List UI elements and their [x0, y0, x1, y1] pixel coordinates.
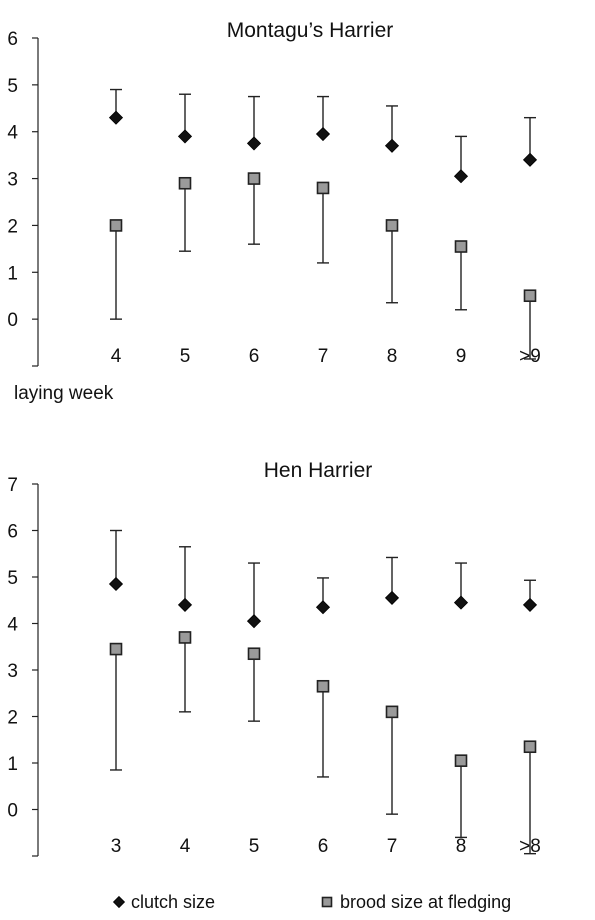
- y-tick-label: 3: [7, 170, 18, 191]
- brood-size-point: [247, 647, 261, 661]
- brood-size-point: [523, 740, 537, 754]
- y-tick-label: 2: [7, 216, 18, 237]
- chart-title: Montagu’s Harrier: [227, 19, 394, 42]
- y-tick-label: 6: [7, 522, 18, 543]
- clutch-size-point: [108, 576, 124, 592]
- y-tick-label: 1: [7, 754, 18, 775]
- legend-brood-size-marker: [321, 896, 333, 908]
- y-tick-label: 0: [7, 310, 18, 331]
- y-tick-label: 5: [7, 568, 18, 589]
- brood-size-point: [385, 219, 399, 232]
- x-tick-label: 4: [180, 836, 191, 857]
- clutch-size-point: [177, 597, 193, 612]
- brood-size-point: [247, 172, 261, 185]
- brood-size-point: [316, 181, 330, 195]
- clutch-size-point: [315, 126, 331, 142]
- brood-size-point: [454, 240, 468, 253]
- y-tick-label: 2: [7, 708, 18, 729]
- clutch-size-point: [522, 152, 538, 167]
- x-tick-label: 4: [111, 346, 122, 367]
- clutch-size-point: [315, 600, 331, 615]
- legend-clutch-size-marker: [112, 895, 126, 909]
- y-tick-label: 7: [7, 475, 18, 496]
- brood-size-point: [109, 219, 123, 232]
- y-tick-label: 1: [7, 263, 18, 284]
- x-tick-label: 3: [111, 836, 122, 857]
- clutch-size-point: [246, 614, 262, 629]
- y-tick-label: 3: [7, 661, 18, 682]
- clutch-size-point: [177, 129, 193, 144]
- x-tick-label: 5: [249, 836, 260, 857]
- clutch-size-point: [453, 595, 469, 610]
- legend-label: brood size at fledging: [340, 892, 511, 912]
- clutch-size-point: [108, 110, 124, 125]
- clutch-size-point: [522, 597, 538, 612]
- brood-size-point: [178, 631, 192, 644]
- brood-size-point: [385, 705, 399, 719]
- brood-size-point: [523, 289, 537, 303]
- y-tick-label: 6: [7, 29, 18, 50]
- clutch-size-point: [384, 590, 400, 605]
- x-tick-label: 7: [387, 836, 398, 857]
- x-tick-label: 6: [249, 346, 260, 367]
- brood-size-point: [454, 754, 468, 767]
- x-tick-label: 5: [180, 346, 191, 367]
- brood-size-point: [109, 642, 123, 656]
- x-tick-label: 8: [456, 836, 467, 857]
- y-tick-label: 0: [7, 801, 18, 822]
- x-tick-label: 8: [387, 346, 398, 367]
- legend-label: clutch size: [131, 892, 215, 912]
- brood-size-point: [316, 679, 330, 693]
- x-axis-label: laying week: [14, 383, 114, 404]
- x-tick-label: 6: [318, 836, 329, 857]
- legend: clutch size brood size at fledging: [112, 892, 511, 912]
- clutch-size-point: [384, 138, 400, 153]
- brood-size-point: [178, 176, 192, 190]
- x-tick-label: 9: [456, 346, 467, 367]
- clutch-size-point: [246, 136, 262, 151]
- clutch-size-point: [453, 169, 469, 184]
- x-tick-label: 7: [318, 346, 329, 367]
- chart-title: Hen Harrier: [264, 459, 373, 482]
- y-tick-label: 5: [7, 76, 18, 97]
- y-tick-label: 4: [7, 123, 18, 144]
- y-tick-label: 4: [7, 615, 18, 636]
